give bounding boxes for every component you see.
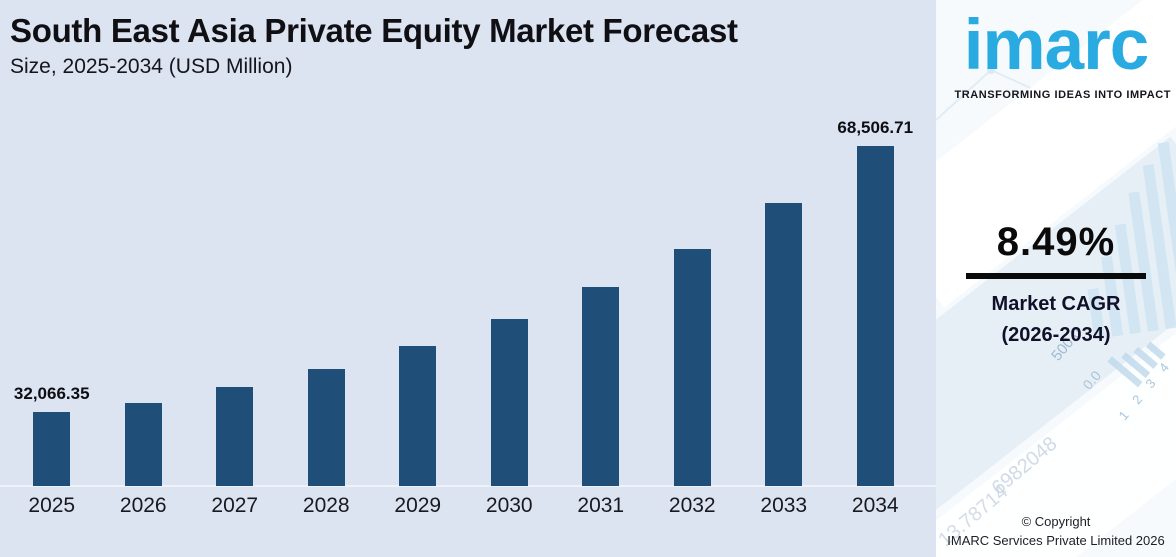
chart-subtitle: Size, 2025-2034 (USD Million) xyxy=(10,55,293,78)
x-axis-label-2030: 2030 xyxy=(485,494,533,517)
bar-cell-2033 xyxy=(738,86,830,486)
chart-title: South East Asia Private Equity Market Fo… xyxy=(10,12,738,49)
copyright-line2: IMARC Services Private Limited 2026 xyxy=(947,533,1165,548)
bar-2032 xyxy=(673,249,711,486)
imarc-tagline: TRANSFORMING IDEAS INTO IMPACT xyxy=(954,89,1171,101)
watermark-axis-value: 0.0 xyxy=(1079,367,1105,393)
x-axis-label-2025: 2025 xyxy=(28,494,76,517)
bar-value-label-2034: 68,506.71 xyxy=(837,118,914,137)
chart-panel: South East Asia Private Equity Market Fo… xyxy=(0,0,936,557)
x-axis-label-2032: 2032 xyxy=(668,494,716,517)
bar-2027 xyxy=(216,387,254,486)
watermark-tick-numbers: 1 2 3 4 xyxy=(1115,356,1176,423)
cagr-value: 8.49% xyxy=(996,220,1116,264)
watermark-number: 6982048 xyxy=(987,432,1062,500)
plot-area: 32,066.35 68,506.71 xyxy=(6,86,921,486)
x-axis-label-2028: 2028 xyxy=(302,494,350,517)
x-axis-label-2034: 2034 xyxy=(851,494,899,517)
bar-2028 xyxy=(307,369,345,486)
bar-cell-2026 xyxy=(98,86,190,486)
bar-cell-2034: 68,506.71 xyxy=(830,86,922,486)
bar-2029 xyxy=(399,346,437,486)
bar-2026 xyxy=(124,403,162,486)
bar-cell-2029 xyxy=(372,86,464,486)
cagr-label-line2: (2026-2034) xyxy=(1001,324,1111,346)
bar-2034 xyxy=(856,146,894,486)
bar-2033 xyxy=(765,203,803,486)
x-axis-label-2027: 2027 xyxy=(211,494,259,517)
bar-2031 xyxy=(582,287,620,486)
x-axis-label-2029: 2029 xyxy=(394,494,442,517)
x-axis-line xyxy=(0,485,936,487)
copyright: © Copyright IMARC Services Private Limit… xyxy=(936,512,1176,550)
bar-value-label-2025: 32,066.35 xyxy=(13,384,90,403)
bar-cell-2028 xyxy=(281,86,373,486)
side-panel: 500.0 0.0 1 2 3 4 6982048 13.78714 imarc… xyxy=(936,0,1176,557)
x-axis-label-2033: 2033 xyxy=(760,494,808,517)
chart-header: South East Asia Private Equity Market Fo… xyxy=(10,12,738,79)
decor-bar xyxy=(1121,352,1151,379)
bar-2025 xyxy=(33,412,71,486)
copyright-line1: © Copyright xyxy=(1021,514,1091,529)
cagr-label-line1: Market CAGR xyxy=(991,293,1121,315)
cagr-block: 8.49% Market CAGR (2026-2034) xyxy=(936,220,1176,351)
x-axis-labels: 2025 2026 2027 2028 2029 2030 2031 2032 2033 2034 xyxy=(6,494,921,518)
imarc-logo-block: imarc TRANSFORMING IDEAS INTO IMPACT xyxy=(936,4,1176,101)
bar-cell-2027 xyxy=(189,86,281,486)
bar-2030 xyxy=(490,319,528,486)
cagr-underline xyxy=(966,273,1146,279)
bar-cell-2032 xyxy=(647,86,739,486)
bar-cell-2030 xyxy=(464,86,556,486)
x-axis-label-2026: 2026 xyxy=(119,494,167,517)
bar-cell-2031 xyxy=(555,86,647,486)
bar-cell-2025: 32,066.35 xyxy=(6,86,98,486)
imarc-logo: imarc xyxy=(963,6,1149,85)
decor-bar xyxy=(1107,356,1143,388)
x-axis-label-2031: 2031 xyxy=(577,494,625,517)
